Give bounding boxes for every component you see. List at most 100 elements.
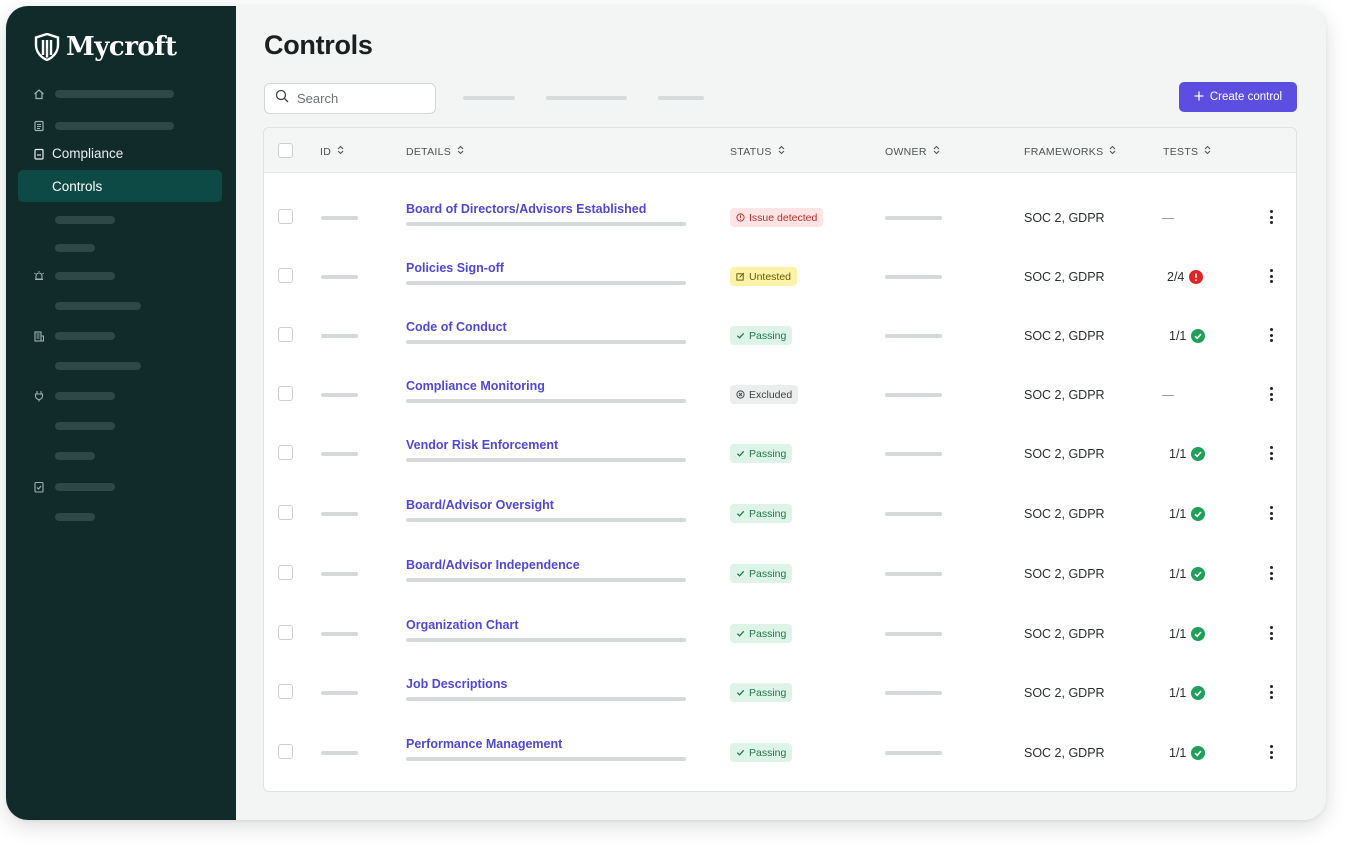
row-menu-icon[interactable] — [1264, 209, 1278, 225]
sidebar-item-home[interactable] — [33, 88, 45, 100]
table-row[interactable]: Job Descriptions Passing SOC 2, GDPR 1/1 — [264, 655, 1296, 714]
create-control-button[interactable]: Create control — [1179, 82, 1297, 112]
filter-placeholder[interactable] — [463, 96, 515, 100]
table-row[interactable]: Board/Advisor Oversight Passing SOC 2, G… — [264, 476, 1296, 535]
home-icon — [33, 88, 45, 100]
table-row[interactable]: Performance Management Passing SOC 2, GD… — [264, 715, 1296, 774]
table-row[interactable]: Organization Chart Passing SOC 2, GDPR 1… — [264, 596, 1296, 655]
app-window: Mycroft Compliance Controls — [6, 6, 1326, 820]
row-menu-icon[interactable] — [1264, 386, 1278, 402]
control-title-link[interactable]: Job Descriptions — [406, 677, 508, 691]
sidebar-subitem-placeholder[interactable] — [55, 513, 95, 521]
table-row[interactable]: Vendor Risk Enforcement Passing SOC 2, G… — [264, 416, 1296, 475]
row-checkbox[interactable] — [278, 445, 293, 460]
id-placeholder — [321, 452, 358, 456]
sidebar-subitem-placeholder[interactable] — [55, 244, 95, 252]
row-checkbox[interactable] — [278, 684, 293, 699]
status-badge: Passing — [730, 326, 793, 345]
plus-icon — [1194, 91, 1204, 104]
table-row[interactable]: Code of Conduct Passing SOC 2, GDPR 1/1 — [264, 298, 1296, 357]
sidebar-item-controls[interactable]: Controls — [18, 170, 222, 202]
control-title-link[interactable]: Vendor Risk Enforcement — [406, 438, 559, 452]
select-all-checkbox[interactable] — [278, 143, 293, 158]
clipboard-check-icon — [33, 481, 45, 493]
sidebar-item-reports[interactable] — [33, 120, 45, 132]
description-placeholder — [406, 757, 686, 761]
column-header-tests[interactable]: TESTS — [1163, 145, 1211, 158]
row-checkbox[interactable] — [278, 209, 293, 224]
row-checkbox[interactable] — [278, 505, 293, 520]
row-menu-icon[interactable] — [1264, 327, 1278, 343]
sidebar-subitem-placeholder[interactable] — [55, 216, 115, 224]
control-title-link[interactable]: Compliance Monitoring — [406, 379, 545, 393]
sidebar-item-placeholder — [55, 483, 115, 491]
sidebar-item-vendors[interactable] — [33, 330, 45, 342]
table-row[interactable]: Board of Directors/Advisors Established … — [264, 180, 1296, 239]
sidebar-subitem-placeholder[interactable] — [55, 422, 115, 430]
row-menu-icon[interactable] — [1264, 744, 1278, 760]
sidebar-subitem-placeholder[interactable] — [55, 302, 141, 310]
row-menu-icon[interactable] — [1264, 505, 1278, 521]
control-title-link[interactable]: Board of Directors/Advisors Established — [406, 202, 647, 216]
row-checkbox[interactable] — [278, 268, 293, 283]
column-header-status[interactable]: STATUS — [730, 145, 785, 158]
check-circle-icon — [1191, 329, 1206, 343]
frameworks-text: SOC 2, GDPR — [1024, 686, 1105, 700]
app-name: Mycroft — [66, 32, 177, 62]
tests-result: 1/1 — [1169, 627, 1206, 641]
row-checkbox[interactable] — [278, 565, 293, 580]
column-header-owner[interactable]: OWNER — [885, 145, 940, 158]
row-menu-icon[interactable] — [1264, 268, 1278, 284]
logo[interactable]: Mycroft — [34, 32, 177, 62]
row-menu-icon[interactable] — [1264, 625, 1278, 641]
id-placeholder — [321, 275, 358, 279]
check-icon — [736, 509, 745, 518]
row-menu-icon[interactable] — [1264, 565, 1278, 581]
row-checkbox[interactable] — [278, 744, 293, 759]
check-icon — [736, 629, 745, 638]
control-title-link[interactable]: Policies Sign-off — [406, 261, 504, 275]
owner-placeholder — [885, 632, 942, 636]
owner-placeholder — [885, 393, 942, 397]
column-header-id[interactable]: ID — [320, 145, 344, 158]
row-checkbox[interactable] — [278, 327, 293, 342]
sidebar-subitem-placeholder[interactable] — [55, 362, 141, 370]
table-row[interactable]: Board/Advisor Independence Passing SOC 2… — [264, 536, 1296, 595]
sidebar-item-label: Controls — [52, 178, 103, 194]
sidebar-item-placeholder — [55, 90, 174, 98]
filter-placeholder[interactable] — [658, 96, 704, 100]
row-checkbox[interactable] — [278, 625, 293, 640]
report-icon — [33, 120, 45, 132]
table-row[interactable]: Compliance Monitoring Excluded SOC 2, GD… — [264, 357, 1296, 416]
control-title-link[interactable]: Board/Advisor Independence — [406, 558, 580, 572]
sidebar-item-alerts[interactable] — [33, 270, 45, 282]
search-input[interactable] — [297, 91, 417, 106]
sidebar-item-compliance[interactable]: Compliance — [33, 146, 123, 161]
control-title-link[interactable]: Organization Chart — [406, 618, 519, 632]
main-content: Controls Create control ID — [236, 6, 1326, 820]
search-icon — [275, 89, 289, 108]
sidebar-item-integrations[interactable] — [33, 390, 45, 402]
search-box[interactable] — [264, 83, 436, 114]
column-header-frameworks[interactable]: FRAMEWORKS — [1024, 145, 1116, 158]
table-row[interactable]: Policies Sign-off Untested SOC 2, GDPR 2… — [264, 239, 1296, 298]
control-title-link[interactable]: Board/Advisor Oversight — [406, 498, 554, 512]
row-menu-icon[interactable] — [1264, 445, 1278, 461]
check-circle-icon — [1191, 686, 1206, 700]
sidebar-item-tasks[interactable] — [33, 481, 45, 493]
frameworks-text: SOC 2, GDPR — [1024, 627, 1105, 641]
id-placeholder — [321, 632, 358, 636]
filter-placeholder[interactable] — [546, 96, 627, 100]
tests-result: 1/1 — [1169, 507, 1206, 521]
status-badge: Passing — [730, 444, 793, 463]
sidebar-subitem-placeholder[interactable] — [55, 452, 95, 460]
row-checkbox[interactable] — [278, 386, 293, 401]
control-title-link[interactable]: Performance Management — [406, 737, 563, 751]
row-menu-icon[interactable] — [1264, 684, 1278, 700]
column-header-details[interactable]: DETAILS — [406, 145, 464, 158]
check-icon — [736, 748, 745, 757]
frameworks-text: SOC 2, GDPR — [1024, 388, 1105, 402]
check-circle-icon — [1191, 447, 1206, 461]
control-title-link[interactable]: Code of Conduct — [406, 320, 507, 334]
status-badge: Passing — [730, 743, 793, 762]
